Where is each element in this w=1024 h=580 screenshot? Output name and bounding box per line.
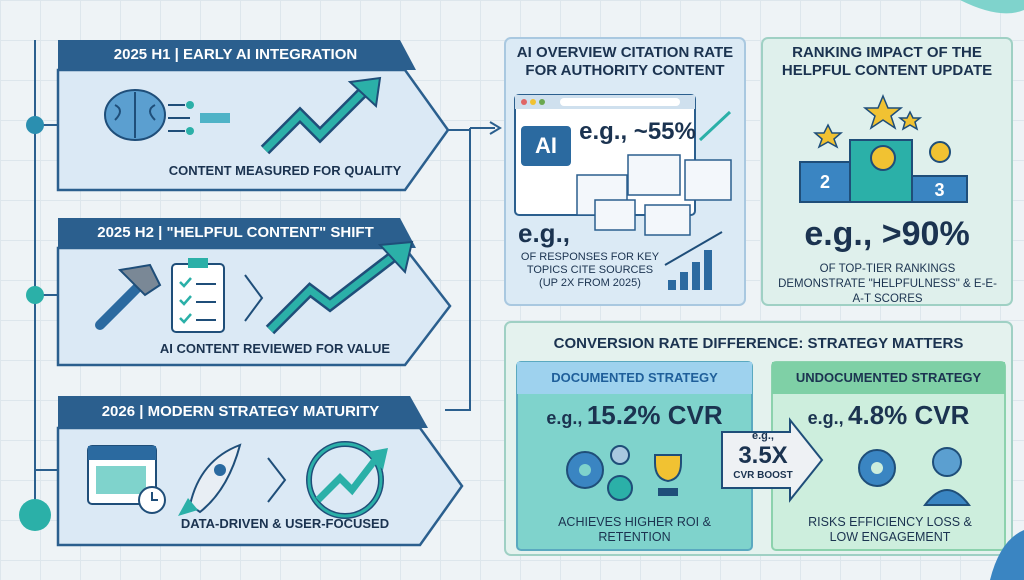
podium-label: 2 [819,172,830,192]
banner-caption: CONTENT MEASURED FOR QUALITY [168,163,402,178]
checklist-icon [171,258,225,333]
documented-stat: 15.2% CVR [586,400,723,430]
boost-arrow [721,417,824,503]
citation-title: AI OVERVIEW CITATION RATE FOR AUTHORITY … [516,44,734,79]
ranking-stat: e.g., >90% [804,215,970,253]
undocumented-note: RISKS EFFICIENCY LOSS & LOW ENGAGEMENT [808,515,972,544]
banner-header: 2025 H2 | "HELPFUL CONTENT" SHIFT [97,224,374,241]
gears-icon [566,445,971,506]
ranking-title: RANKING IMPACT OF THE HELPFUL CONTENT UP… [781,44,993,79]
brain-icon [104,89,230,141]
banner-header: 2026 | MODERN STRATEGY MATURITY [101,403,380,420]
citation-stat: e.g., ~55% [579,118,696,145]
podium-label: 3 [934,180,945,200]
boost-prefix: e.g., [751,430,774,442]
conversion-title: CONVERSION RATE DIFFERENCE: STRATEGY MAT… [553,335,964,352]
banner-3 [56,396,464,547]
ranking-note: OF TOP-TIER RANKINGS DEMONSTRATE "HELPFU… [778,263,997,305]
citation-prefix: e.g., [518,218,571,248]
documented-label: DOCUMENTED STRATEGY [551,370,718,385]
banner-caption: DATA-DRIVEN & USER-FOCUSED [180,516,390,531]
undocumented-stat-line: e.g., 4.8% CVR [772,400,1005,431]
boost-label: CVR BOOST [733,470,793,481]
undocumented-stat: 4.8% CVR [848,400,970,430]
banner-header: 2025 H1 | EARLY AI INTEGRATION [113,46,358,63]
stat-prefix: e.g., [546,408,583,428]
documented-note: ACHIEVES HIGHER ROI & RETENTION [558,515,711,544]
calendar-icon [87,445,166,514]
podium-icon [799,94,968,203]
banner-caption: AI CONTENT REVIEWED FOR VALUE [159,341,391,356]
ai-badge: AI [535,133,557,158]
documented-stat-line: e.g., 15.2% CVR [517,400,752,431]
timeline-dot [19,499,51,531]
citation-note: OF RESPONSES FOR KEY TOPICS CITE SOURCES… [520,251,660,289]
undocumented-label: UNDOCUMENTED STRATEGY [795,370,982,385]
timeline-dot [26,116,44,134]
browser-icon [514,94,732,236]
rocket-icon [178,443,242,516]
mini-bar-chart [664,231,723,290]
hammer-icon [95,263,162,330]
timeline-dot [26,286,44,304]
stat-prefix: e.g., [807,408,844,428]
boost-value: 3.5X [738,442,788,469]
